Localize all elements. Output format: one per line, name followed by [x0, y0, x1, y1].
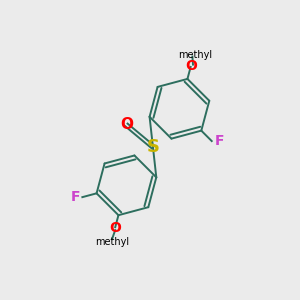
Text: O: O: [109, 221, 121, 235]
Text: S: S: [146, 138, 159, 156]
Text: methyl: methyl: [95, 237, 129, 247]
Text: methyl: methyl: [178, 50, 212, 60]
Text: O: O: [120, 118, 133, 133]
Text: O: O: [185, 59, 197, 74]
Text: F: F: [70, 190, 80, 204]
Text: F: F: [215, 134, 225, 148]
